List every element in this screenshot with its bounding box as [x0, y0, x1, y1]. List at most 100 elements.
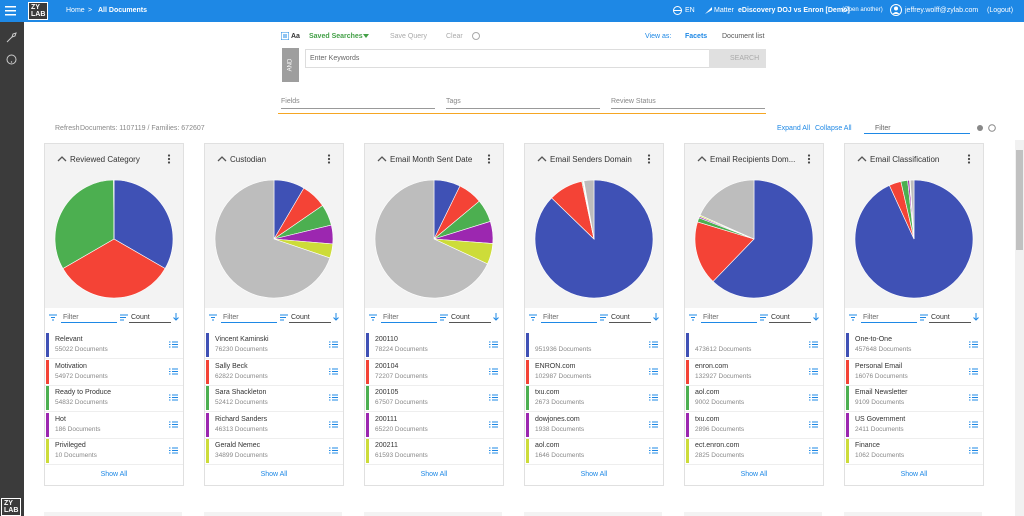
- list-icon[interactable]: [809, 368, 818, 375]
- facet-item[interactable]: Email Newsletter 9109 Documents: [845, 385, 983, 413]
- show-all[interactable]: Show All: [740, 471, 768, 478]
- list-icon[interactable]: [329, 447, 338, 454]
- list-icon[interactable]: [489, 421, 498, 428]
- list-icon[interactable]: [809, 341, 818, 348]
- list-icon[interactable]: [169, 341, 178, 348]
- list-icon[interactable]: [169, 368, 178, 375]
- list-icon[interactable]: [169, 394, 178, 401]
- collapse-icon[interactable]: [857, 155, 867, 163]
- list-icon[interactable]: [649, 421, 658, 428]
- scroll-thumb[interactable]: [1016, 150, 1023, 250]
- list-icon[interactable]: [969, 421, 978, 428]
- sort-select[interactable]: Count: [289, 312, 331, 323]
- list-icon[interactable]: [329, 421, 338, 428]
- filter-input[interactable]: Filter: [861, 312, 917, 323]
- filter-input[interactable]: Filter: [221, 312, 277, 323]
- fields-select[interactable]: Fields: [281, 98, 435, 109]
- list-icon[interactable]: [969, 341, 978, 348]
- sort-select[interactable]: Count: [929, 312, 971, 323]
- collapse-icon[interactable]: [697, 155, 707, 163]
- help-icon[interactable]: [472, 32, 480, 40]
- facet-item[interactable]: 200105 67507 Documents: [365, 385, 503, 413]
- refresh[interactable]: Refresh: [55, 125, 80, 132]
- facet-item[interactable]: Hot 186 Documents: [45, 412, 183, 439]
- list-icon[interactable]: [169, 447, 178, 454]
- save-query[interactable]: Save Query: [390, 33, 427, 40]
- facet-item[interactable]: Richard Sanders 46313 Documents: [205, 412, 343, 439]
- tags-select[interactable]: Tags: [446, 98, 600, 109]
- facet-item[interactable]: 200211 61593 Documents: [365, 438, 503, 466]
- sort-select[interactable]: Count: [769, 312, 811, 323]
- list-icon[interactable]: [969, 368, 978, 375]
- panel-menu[interactable]: [647, 154, 651, 164]
- list-icon[interactable]: [489, 447, 498, 454]
- facet-item[interactable]: Personal Email 16076 Documents: [845, 359, 983, 386]
- panel-menu[interactable]: [807, 154, 811, 164]
- panel-menu[interactable]: [327, 154, 331, 164]
- logo[interactable]: ZY LAB: [28, 2, 49, 20]
- facet-item[interactable]: Sally Beck 62822 Documents: [205, 359, 343, 386]
- facet-item[interactable]: txu.com 2896 Documents: [685, 412, 823, 439]
- collapse-icon[interactable]: [57, 155, 67, 163]
- user[interactable]: jeffrey.wolff@zylab.com: [905, 7, 979, 14]
- facet-item[interactable]: 473612 Documents: [685, 332, 823, 359]
- scrollbar[interactable]: [1015, 140, 1024, 516]
- sort-select[interactable]: Count: [449, 312, 491, 323]
- show-all[interactable]: Show All: [260, 471, 288, 478]
- facet-item[interactable]: 200111 65220 Documents: [365, 412, 503, 439]
- facet-item[interactable]: 951936 Documents: [525, 332, 663, 359]
- filter-input[interactable]: Filter: [61, 312, 117, 323]
- expand-all[interactable]: Expand All: [777, 125, 811, 132]
- facet-item[interactable]: Sara Shackleton 52412 Documents: [205, 385, 343, 413]
- facet-filter[interactable]: Filter: [864, 123, 970, 134]
- filter-input[interactable]: Filter: [381, 312, 437, 323]
- facet-item[interactable]: aol.com 1646 Documents: [525, 438, 663, 466]
- collapse-icon[interactable]: [377, 155, 387, 163]
- list-icon[interactable]: [809, 394, 818, 401]
- facet-item[interactable]: txu.com 2673 Documents: [525, 385, 663, 413]
- facet-item[interactable]: 200110 78224 Documents: [365, 332, 503, 359]
- show-all[interactable]: Show All: [900, 471, 928, 478]
- panel-menu[interactable]: [167, 154, 171, 164]
- facet-item[interactable]: Relevant 55022 Documents: [45, 332, 183, 359]
- list-icon[interactable]: [649, 447, 658, 454]
- facet-item[interactable]: aol.com 9002 Documents: [685, 385, 823, 413]
- collapse-all[interactable]: Collapse All: [815, 125, 852, 132]
- list-icon[interactable]: [329, 368, 338, 375]
- sort-select[interactable]: Count: [609, 312, 651, 323]
- facet-item[interactable]: One-to-One 457648 Documents: [845, 332, 983, 359]
- facet-item[interactable]: 200104 72207 Documents: [365, 359, 503, 386]
- list-icon[interactable]: [489, 341, 498, 348]
- facet-item[interactable]: Privileged 10 Documents: [45, 438, 183, 466]
- panel-menu[interactable]: [967, 154, 971, 164]
- list-icon[interactable]: [649, 341, 658, 348]
- show-all[interactable]: Show All: [420, 471, 448, 478]
- list-icon[interactable]: [329, 341, 338, 348]
- saved-searches[interactable]: Saved Searches: [309, 33, 363, 40]
- facet-item[interactable]: Motivation 54972 Documents: [45, 359, 183, 386]
- language[interactable]: EN: [685, 7, 695, 14]
- list-icon[interactable]: [649, 394, 658, 401]
- facets-view[interactable]: Facets: [685, 33, 708, 40]
- menu-icon[interactable]: [5, 5, 17, 16]
- keyword-input[interactable]: Enter Keywords: [305, 49, 710, 68]
- show-all[interactable]: Show All: [580, 471, 608, 478]
- facet-item[interactable]: enron.com 132927 Documents: [685, 359, 823, 386]
- sort-select[interactable]: Count: [129, 312, 171, 323]
- collapse-icon[interactable]: [217, 155, 227, 163]
- facet-item[interactable]: Vincent Kaminski 76230 Documents: [205, 332, 343, 359]
- show-all[interactable]: Show All: [100, 471, 128, 478]
- facet-item[interactable]: dowjones.com 1938 Documents: [525, 412, 663, 439]
- filter-input[interactable]: Filter: [541, 312, 597, 323]
- facet-item[interactable]: Ready to Produce 54832 Documents: [45, 385, 183, 413]
- list-icon[interactable]: [809, 421, 818, 428]
- review-status-select[interactable]: Review Status: [611, 98, 765, 109]
- facet-item[interactable]: ENRON.com 102987 Documents: [525, 359, 663, 386]
- case-toggle[interactable]: Aa: [291, 33, 300, 40]
- help-icon[interactable]: [6, 54, 17, 65]
- filter-input[interactable]: Filter: [701, 312, 757, 323]
- document-list-view[interactable]: Document list: [722, 33, 765, 40]
- clear[interactable]: Clear: [446, 33, 463, 40]
- tools-icon[interactable]: [6, 32, 17, 43]
- facet-item[interactable]: Gerald Nemec 34899 Documents: [205, 438, 343, 466]
